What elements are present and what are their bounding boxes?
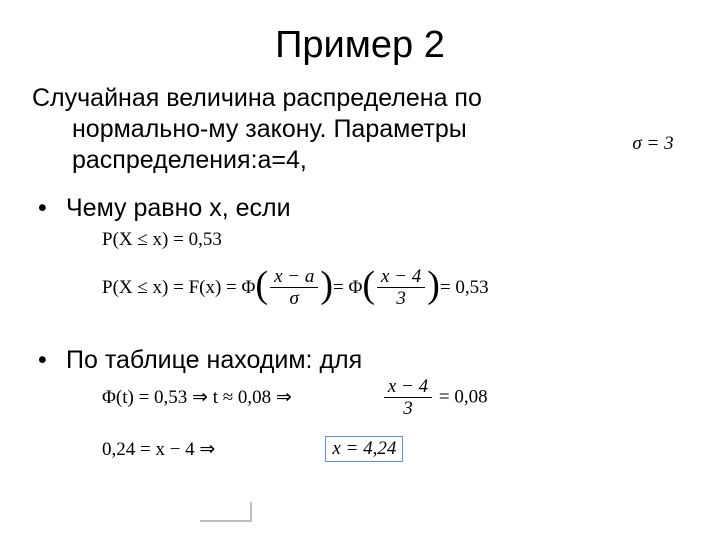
equation-4-left: 0,24 = x − 4 ⇒ <box>102 438 215 461</box>
equation-1-text: P(X ≤ x) = 0,53 <box>102 229 222 250</box>
bullet-1-text: Чему равно х, если <box>66 194 291 223</box>
equation-1: P(X ≤ x) = 0,53 <box>102 229 688 251</box>
slide: Пример 2 Случайная величина распределена… <box>0 0 720 540</box>
equation-4-row: 0,24 = x − 4 ⇒ x = 4,24 <box>32 436 688 462</box>
equation-2: P(X ≤ x) = F(x) = Φ ( x − a σ ) = Φ ( x … <box>102 267 688 308</box>
problem-paragraph: Случайная величина распределена по норма… <box>32 83 618 176</box>
bullet-dot-icon: • <box>32 194 66 223</box>
eq2-frac1: x − a σ <box>270 267 318 308</box>
bullet-2-text: По таблице находим: для <box>66 346 362 375</box>
equation-3-left: Φ(t) = 0,53 ⇒ t ≈ 0,08 ⇒ <box>102 386 292 409</box>
eq2-frac1-num: x − a <box>270 267 318 288</box>
eq3-rhs: = 0,08 <box>439 387 488 408</box>
decorative-shadow <box>200 502 252 522</box>
eq2-frac2: x − 4 3 <box>377 267 425 308</box>
result-text: x = 4,24 <box>332 438 396 459</box>
equation-4-result: x = 4,24 <box>325 436 403 462</box>
bullet-1: • Чему равно х, если <box>32 194 688 223</box>
eq3-frac-den: 3 <box>384 398 432 418</box>
eq3-frac: x − 4 3 <box>384 377 432 418</box>
problem-row: Случайная величина распределена по норма… <box>32 83 688 176</box>
bullet-dot-icon: • <box>32 346 66 375</box>
sigma-equation: σ = 3 <box>618 105 688 155</box>
result-box: x = 4,24 <box>325 436 403 462</box>
slide-title: Пример 2 <box>32 24 688 67</box>
eq2-frac1-den: σ <box>270 288 318 308</box>
eq2-rhs: = 0,53 <box>440 277 489 299</box>
eq4-left-text: 0,24 = x − 4 ⇒ <box>102 439 215 460</box>
eq2-frac2-num: x − 4 <box>377 267 425 288</box>
eq2-mid: = Φ <box>333 277 362 299</box>
bullet-2: • По таблице находим: для <box>32 346 688 375</box>
eq2-left: P(X ≤ x) = F(x) = Φ <box>102 277 255 299</box>
eq2-frac2-den: 3 <box>377 288 425 308</box>
equation-3-right: x − 4 3 = 0,08 <box>382 377 488 418</box>
eq3-left-text: Φ(t) = 0,53 ⇒ t ≈ 0,08 ⇒ <box>102 387 292 408</box>
equation-3-row: Φ(t) = 0,53 ⇒ t ≈ 0,08 ⇒ x − 4 3 = 0,08 <box>32 377 688 418</box>
eq3-frac-num: x − 4 <box>384 377 432 398</box>
